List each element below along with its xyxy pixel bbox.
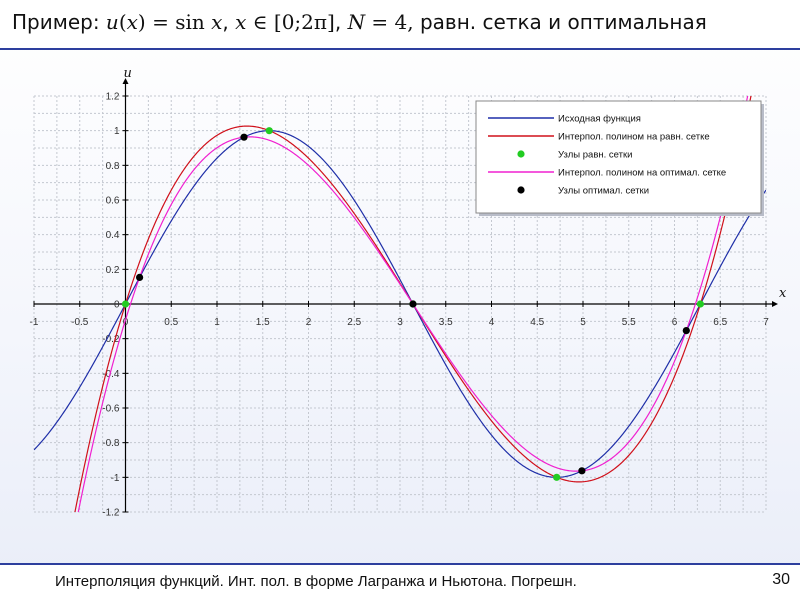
slide-footer-bar: [0, 563, 800, 602]
uniform-node-point: [553, 473, 561, 481]
x-tick-label: 2.5: [347, 317, 361, 328]
title-sin-arg: x: [211, 10, 223, 34]
x-tick-label: 5: [580, 317, 586, 328]
title-n-value: = 4,: [365, 10, 420, 34]
x-tick-label: 3: [397, 317, 403, 328]
optimal-node-point: [682, 327, 690, 335]
x-tick-label: 6: [672, 317, 678, 328]
legend-optimal-polynomial-label: Интерпол. полином на оптимал. сетке: [558, 168, 726, 179]
x-tick-label: 7: [763, 317, 769, 328]
y-tick-label: 0.4: [106, 230, 120, 241]
y-tick-label: 0.8: [106, 161, 120, 172]
x-tick-label: 0.5: [164, 317, 178, 328]
x-tick-label: 0: [123, 317, 129, 328]
title-comma-1: ,: [222, 10, 236, 34]
y-tick-label: 1.2: [106, 92, 120, 103]
legend-optimal-nodes-swatch: [517, 186, 525, 194]
x-tick-label: -0.5: [71, 317, 89, 328]
interpolation-chart: -1 -0.5 0 0.5 1 1.5 2 2.5 3 3.5 4 4.5 5 5.5 6 6.5 7 -1.2 -…: [30, 66, 787, 519]
slide-title: Пример: u(x) = sin x, x ∈ [0;2π], N = 4,…: [12, 10, 707, 34]
title-equals-sin: = sin: [145, 10, 212, 34]
x-tick-label: 5.5: [622, 317, 636, 328]
y-tick-label: 0: [114, 300, 120, 311]
x-tick-label: 4: [489, 317, 495, 328]
x-tick-label: 1: [214, 317, 220, 328]
legend-optimal-nodes-label: Узлы оптимал. сетки: [558, 186, 649, 197]
legend-uniform-nodes-swatch: [517, 150, 525, 158]
x-tick-label: 1.5: [256, 317, 270, 328]
optimal-node-point: [578, 467, 586, 475]
title-rparen: ): [137, 10, 146, 34]
y-tick-label: 0.6: [106, 196, 120, 207]
title-n-symbol: N: [347, 10, 366, 34]
y-tick-label: -0.8: [102, 438, 120, 449]
title-arg-x: x: [126, 10, 138, 34]
series-optimal-polynomial: [77, 96, 749, 512]
title-interval: [0;2π]: [273, 10, 335, 34]
optimal-node-point: [136, 273, 144, 281]
title-element-of: ∈: [246, 10, 274, 34]
slide-title-bar: [0, 0, 800, 50]
y-tick-label: -0.6: [102, 404, 120, 415]
series-exact-sin: [34, 130, 766, 478]
title-prefix: Пример:: [12, 10, 106, 34]
y-axis-arrow: [122, 78, 129, 84]
y-tick-label: -1: [111, 473, 120, 484]
x-tick-label: 2: [306, 317, 312, 328]
y-tick-label: -0.4: [102, 369, 120, 380]
legend-box: [475, 100, 762, 214]
title-tail: равн. сетка и оптимальная: [419, 10, 707, 34]
slide-page-number: 30: [772, 571, 790, 588]
y-tick-label: -1.2: [102, 508, 120, 519]
y-tick-label: 1: [114, 126, 120, 137]
x-tick-label: 6.5: [713, 317, 727, 328]
uniform-node-point: [696, 300, 705, 308]
uniform-node-point: [121, 300, 130, 308]
x-tick-label: -1: [30, 317, 39, 328]
title-comma-2: ,: [334, 10, 348, 34]
legend-uniform-polynomial-label: Интерпол. полином на равн. сетке: [558, 132, 710, 143]
slide-footer-text: Интерполяция функций. Инт. пол. в форме …: [55, 573, 577, 590]
legend-uniform-nodes-label: Узлы равн. сетки: [558, 150, 632, 161]
x-tick-label: 4.5: [530, 317, 544, 328]
legend-exact-label: Исходная функция: [558, 114, 641, 125]
uniform-node-point: [265, 127, 273, 135]
optimal-node-point: [409, 300, 417, 308]
x-axis-arrow: [772, 301, 778, 307]
title-domain-var: x: [235, 10, 247, 34]
y-axis-label: u: [124, 66, 132, 81]
plot-area: [34, 96, 766, 512]
x-axis-label: x: [779, 286, 787, 301]
optimal-node-point: [240, 133, 248, 141]
y-tick-label: 0.2: [106, 265, 120, 276]
y-tick-label: -0.2: [102, 334, 120, 345]
title-func-u: u: [105, 10, 119, 34]
x-tick-label: 3.5: [439, 317, 453, 328]
title-lparen: (: [118, 10, 127, 34]
